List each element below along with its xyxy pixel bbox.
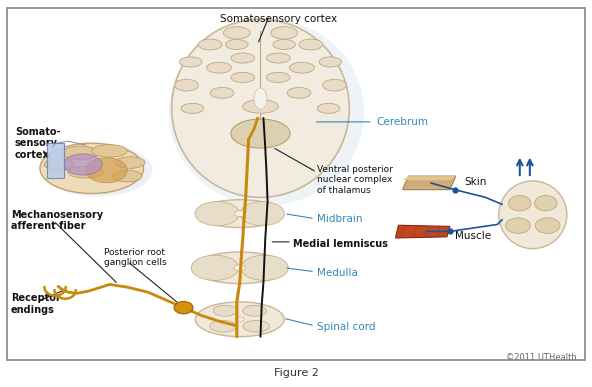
Ellipse shape — [175, 79, 198, 91]
Ellipse shape — [210, 320, 237, 332]
Ellipse shape — [535, 218, 560, 233]
Ellipse shape — [243, 305, 266, 316]
Bar — [47, 143, 64, 178]
Text: Somatosensory cortex: Somatosensory cortex — [220, 14, 337, 24]
Ellipse shape — [224, 27, 250, 39]
Ellipse shape — [243, 100, 278, 113]
Ellipse shape — [169, 19, 364, 206]
Ellipse shape — [271, 27, 297, 39]
Ellipse shape — [319, 57, 342, 67]
Ellipse shape — [234, 265, 246, 271]
Ellipse shape — [198, 39, 222, 50]
Ellipse shape — [115, 157, 145, 168]
Ellipse shape — [191, 255, 239, 280]
Ellipse shape — [43, 144, 153, 197]
Polygon shape — [395, 225, 450, 238]
Text: Midbrain: Midbrain — [317, 214, 362, 224]
Ellipse shape — [289, 62, 314, 73]
Ellipse shape — [195, 202, 240, 226]
Circle shape — [174, 301, 193, 314]
Text: Somato-
sensory
cortex: Somato- sensory cortex — [15, 127, 60, 160]
Text: Receptor
endings: Receptor endings — [11, 293, 60, 315]
Ellipse shape — [40, 143, 144, 194]
Ellipse shape — [207, 62, 231, 73]
Ellipse shape — [241, 255, 288, 280]
Text: Mechanosensory
afferent fiber: Mechanosensory afferent fiber — [11, 210, 103, 231]
Ellipse shape — [179, 57, 202, 67]
Text: Skin: Skin — [465, 177, 487, 187]
Text: Medulla: Medulla — [317, 268, 358, 278]
Text: Muscle: Muscle — [455, 231, 491, 241]
Ellipse shape — [243, 320, 270, 332]
Ellipse shape — [231, 53, 255, 63]
Text: ©2011 UTHealth: ©2011 UTHealth — [506, 353, 577, 363]
Ellipse shape — [266, 53, 290, 63]
Ellipse shape — [234, 211, 245, 217]
Ellipse shape — [231, 119, 290, 148]
Ellipse shape — [197, 200, 283, 228]
Ellipse shape — [231, 72, 255, 82]
Ellipse shape — [317, 103, 340, 113]
Ellipse shape — [226, 39, 248, 50]
Ellipse shape — [92, 145, 127, 157]
Ellipse shape — [172, 19, 349, 197]
Text: Ventral posterior
nuclear complex
of thalamus: Ventral posterior nuclear complex of tha… — [317, 165, 392, 195]
Ellipse shape — [210, 87, 234, 98]
Text: Spinal cord: Spinal cord — [317, 322, 375, 332]
Ellipse shape — [535, 195, 557, 211]
Polygon shape — [403, 176, 456, 180]
Ellipse shape — [299, 39, 323, 50]
Ellipse shape — [181, 103, 204, 113]
Ellipse shape — [64, 154, 102, 175]
Ellipse shape — [240, 202, 285, 226]
Ellipse shape — [254, 88, 267, 109]
Ellipse shape — [273, 39, 295, 50]
Text: Posterior root
ganglion cells: Posterior root ganglion cells — [104, 248, 166, 267]
Ellipse shape — [323, 79, 346, 91]
Ellipse shape — [112, 170, 142, 182]
Ellipse shape — [509, 195, 531, 211]
Ellipse shape — [213, 305, 237, 316]
Ellipse shape — [44, 159, 74, 170]
Ellipse shape — [287, 87, 311, 98]
Text: Cerebrum: Cerebrum — [376, 117, 428, 127]
Ellipse shape — [62, 146, 98, 160]
Ellipse shape — [235, 317, 244, 322]
Text: Figure 2: Figure 2 — [274, 368, 318, 378]
Ellipse shape — [86, 158, 127, 183]
Ellipse shape — [266, 72, 290, 82]
Ellipse shape — [68, 166, 104, 178]
Text: Medial lemniscus: Medial lemniscus — [293, 239, 388, 249]
Ellipse shape — [506, 218, 530, 233]
Polygon shape — [403, 176, 456, 190]
Ellipse shape — [195, 302, 284, 337]
Ellipse shape — [194, 252, 286, 284]
Ellipse shape — [499, 181, 567, 248]
